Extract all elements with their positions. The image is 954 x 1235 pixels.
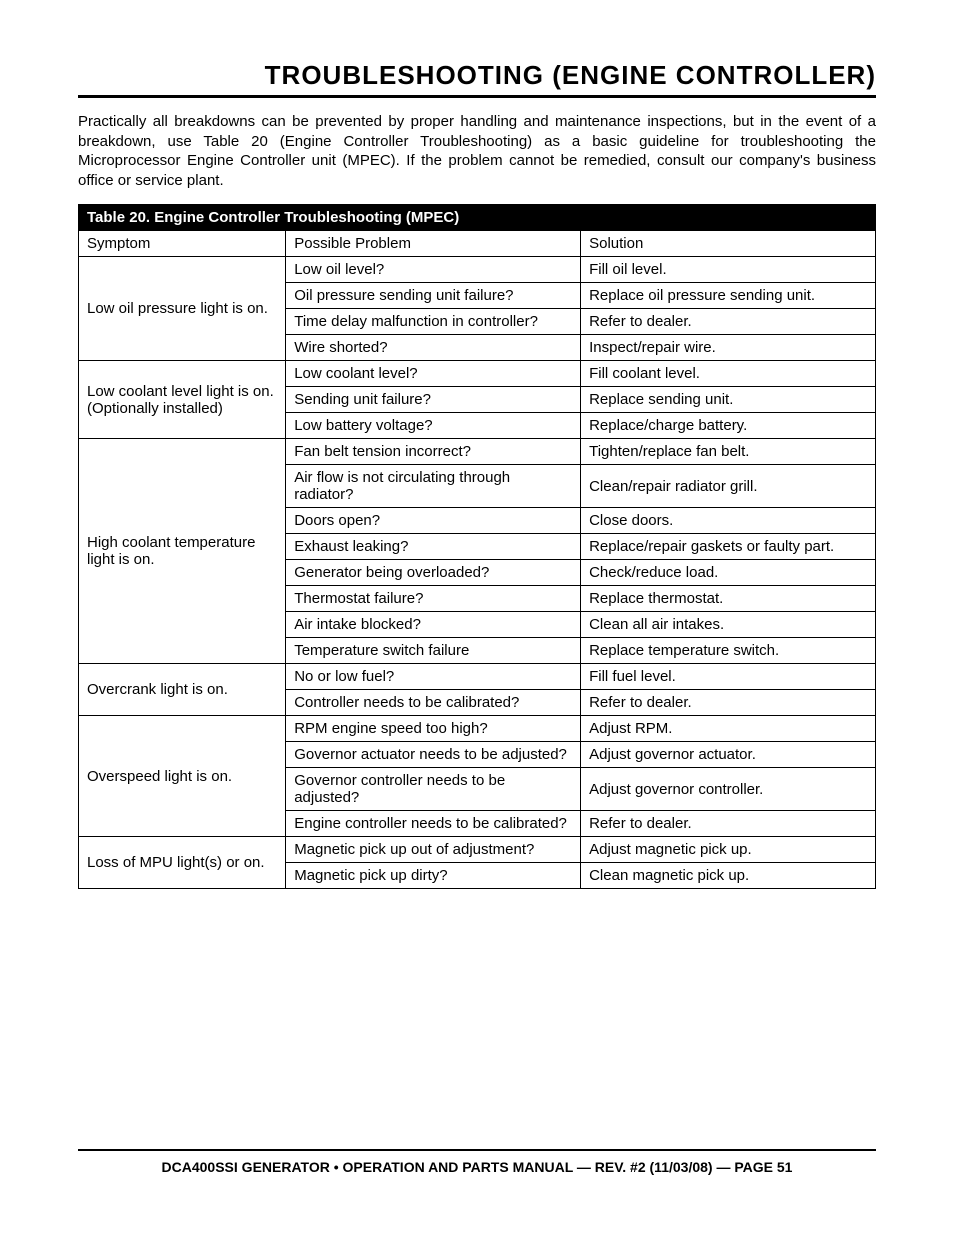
solution-cell: Fill fuel level. [581, 664, 876, 690]
table-caption-row: Table 20. Engine Controller Troubleshoot… [79, 205, 876, 231]
solution-cell: Adjust RPM. [581, 716, 876, 742]
table-row: High coolant temperature light is on.Fan… [79, 439, 876, 465]
problem-cell: Thermostat failure? [286, 586, 581, 612]
solution-cell: Clean magnetic pick up. [581, 863, 876, 889]
solution-cell: Replace/repair gaskets or faulty part. [581, 534, 876, 560]
footer-text: DCA400SSI GENERATOR • OPERATION AND PART… [162, 1159, 793, 1175]
solution-cell: Replace oil pressure sending unit. [581, 283, 876, 309]
problem-cell: Wire shorted? [286, 335, 581, 361]
page-title: TROUBLESHOOTING (ENGINE CONTROLLER) [78, 60, 876, 91]
table-caption: Table 20. Engine Controller Troubleshoot… [79, 205, 876, 231]
header-symptom: Symptom [79, 231, 286, 257]
problem-cell: Low coolant level? [286, 361, 581, 387]
problem-cell: Low oil level? [286, 257, 581, 283]
problem-cell: Doors open? [286, 508, 581, 534]
solution-cell: Replace sending unit. [581, 387, 876, 413]
table-row: Low oil pressure light is on.Low oil lev… [79, 257, 876, 283]
symptom-cell: Overspeed light is on. [79, 716, 286, 837]
problem-cell: Generator being overloaded? [286, 560, 581, 586]
table-row: Loss of MPU light(s) or on.Magnetic pick… [79, 837, 876, 863]
problem-cell: Air intake blocked? [286, 612, 581, 638]
problem-cell: Air flow is not circulating through radi… [286, 465, 581, 508]
table-row: Overcrank light is on.No or low fuel?Fil… [79, 664, 876, 690]
solution-cell: Tighten/replace fan belt. [581, 439, 876, 465]
solution-cell: Fill coolant level. [581, 361, 876, 387]
solution-cell: Replace temperature switch. [581, 638, 876, 664]
solution-cell: Clean/repair radiator grill. [581, 465, 876, 508]
problem-cell: Engine controller needs to be calibrated… [286, 811, 581, 837]
solution-cell: Adjust magnetic pick up. [581, 837, 876, 863]
problem-cell: RPM engine speed too high? [286, 716, 581, 742]
symptom-cell: Low coolant level light is on. (Optional… [79, 361, 286, 439]
intro-paragraph: Practically all breakdowns can be preven… [78, 112, 876, 190]
page-footer: DCA400SSI GENERATOR • OPERATION AND PART… [78, 1149, 876, 1175]
solution-cell: Replace thermostat. [581, 586, 876, 612]
solution-cell: Refer to dealer. [581, 811, 876, 837]
table-header-row: Symptom Possible Problem Solution [79, 231, 876, 257]
solution-cell: Check/reduce load. [581, 560, 876, 586]
title-rule [78, 95, 876, 98]
solution-cell: Replace/charge battery. [581, 413, 876, 439]
problem-cell: Time delay malfunction in controller? [286, 309, 581, 335]
symptom-cell: Low oil pressure light is on. [79, 257, 286, 361]
problem-cell: Magnetic pick up out of adjustment? [286, 837, 581, 863]
problem-cell: Sending unit failure? [286, 387, 581, 413]
problem-cell: Low battery voltage? [286, 413, 581, 439]
solution-cell: Inspect/repair wire. [581, 335, 876, 361]
problem-cell: Exhaust leaking? [286, 534, 581, 560]
table-row: Low coolant level light is on. (Optional… [79, 361, 876, 387]
problem-cell: Oil pressure sending unit failure? [286, 283, 581, 309]
problem-cell: Magnetic pick up dirty? [286, 863, 581, 889]
problem-cell: Governor actuator needs to be adjusted? [286, 742, 581, 768]
solution-cell: Adjust governor controller. [581, 768, 876, 811]
solution-cell: Refer to dealer. [581, 690, 876, 716]
problem-cell: Fan belt tension incorrect? [286, 439, 581, 465]
table-row: Overspeed light is on.RPM engine speed t… [79, 716, 876, 742]
symptom-cell: High coolant temperature light is on. [79, 439, 286, 664]
problem-cell: Temperature switch failure [286, 638, 581, 664]
solution-cell: Fill oil level. [581, 257, 876, 283]
problem-cell: Controller needs to be calibrated? [286, 690, 581, 716]
symptom-cell: Overcrank light is on. [79, 664, 286, 716]
troubleshooting-table: Table 20. Engine Controller Troubleshoot… [78, 204, 876, 889]
solution-cell: Close doors. [581, 508, 876, 534]
solution-cell: Clean all air intakes. [581, 612, 876, 638]
solution-cell: Refer to dealer. [581, 309, 876, 335]
symptom-cell: Loss of MPU light(s) or on. [79, 837, 286, 889]
header-solution: Solution [581, 231, 876, 257]
problem-cell: No or low fuel? [286, 664, 581, 690]
footer-rule [78, 1149, 876, 1151]
problem-cell: Governor controller needs to be adjusted… [286, 768, 581, 811]
solution-cell: Adjust governor actuator. [581, 742, 876, 768]
header-problem: Possible Problem [286, 231, 581, 257]
